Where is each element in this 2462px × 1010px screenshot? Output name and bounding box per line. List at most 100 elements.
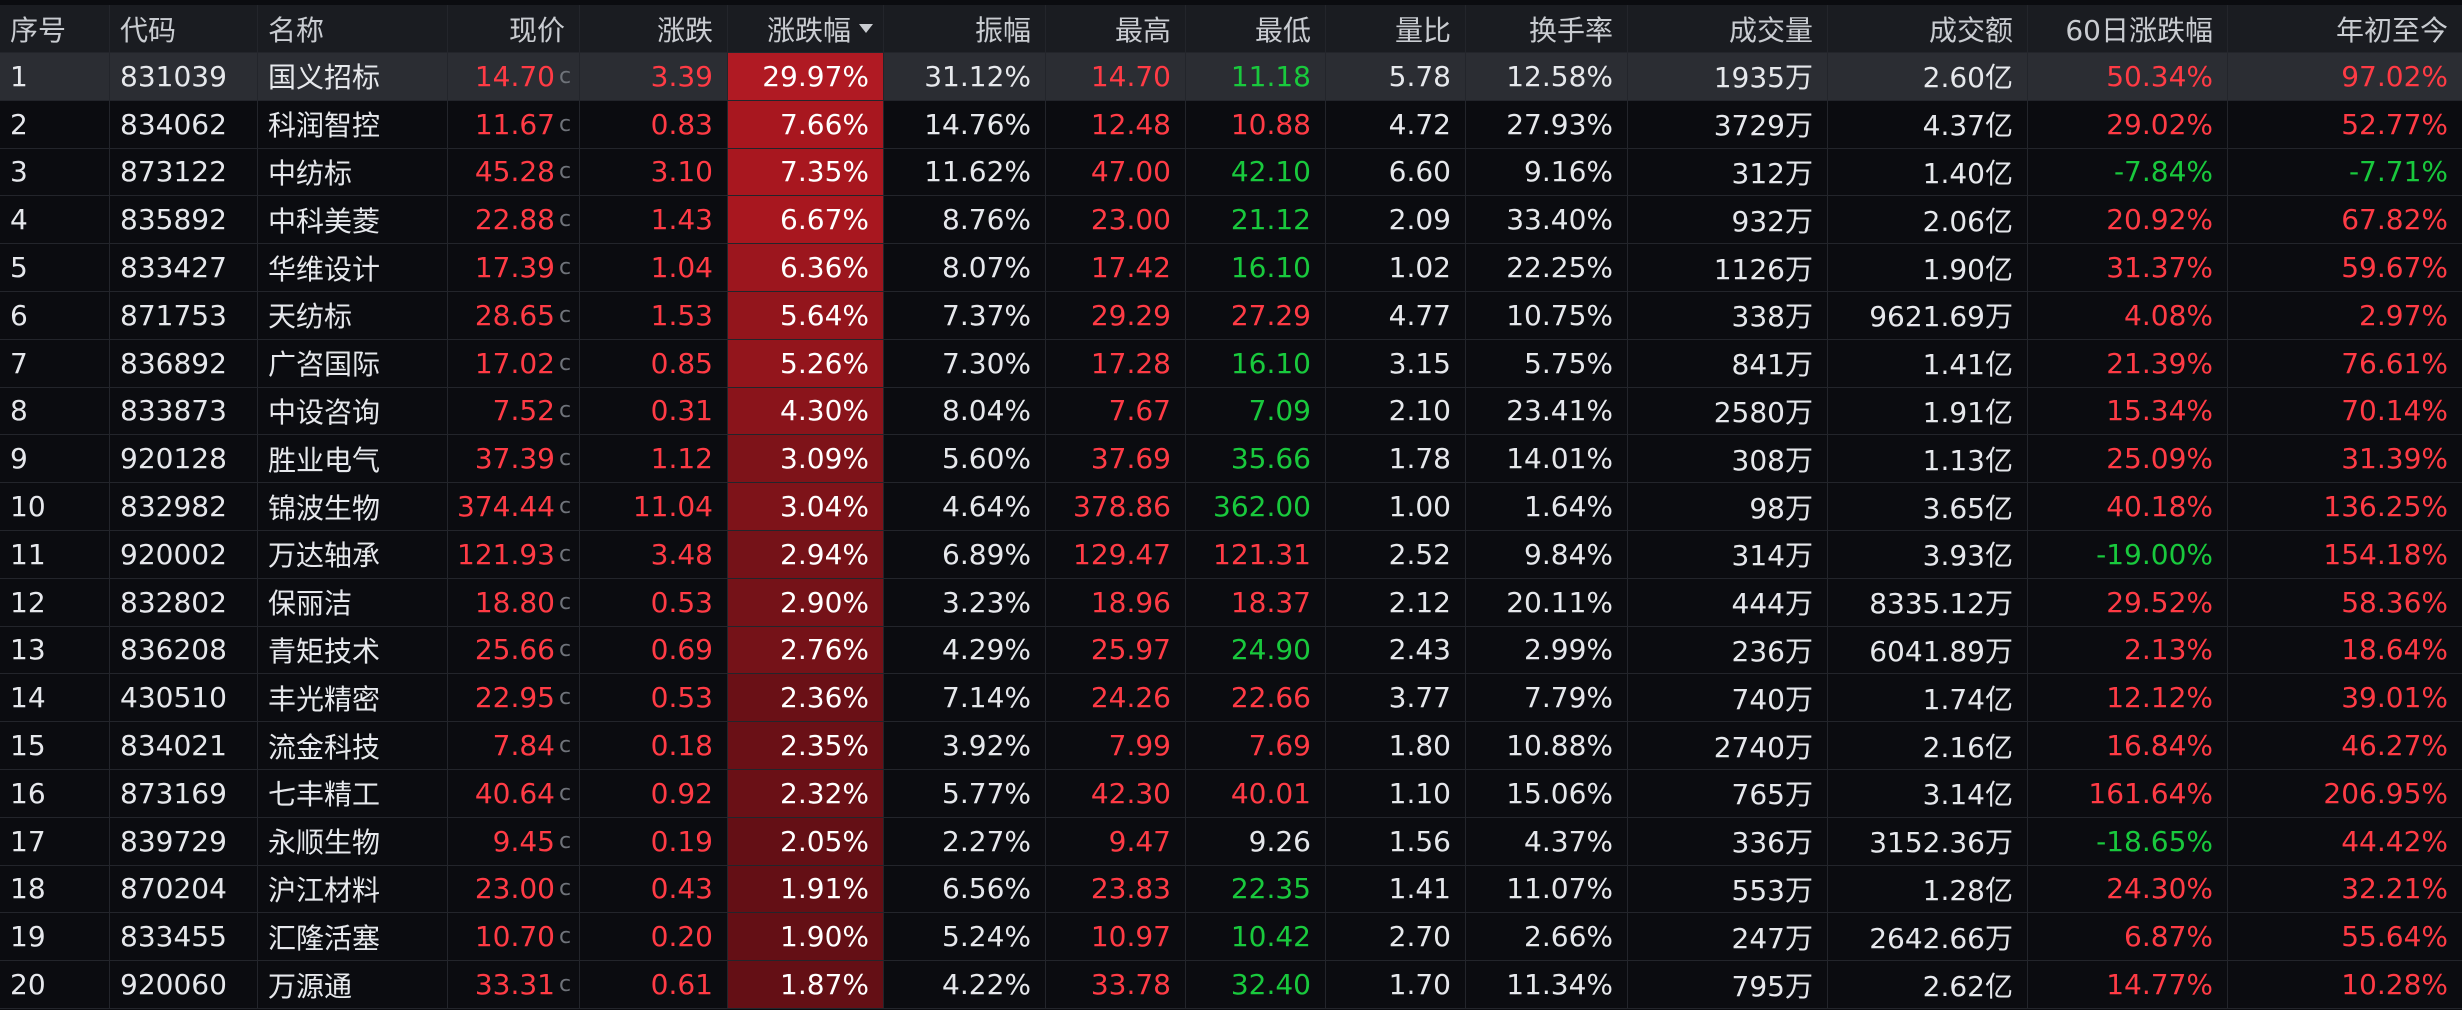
table-row[interactable]: 13 836208 青矩技术 25.66 c 0.69 2.76% 4.29% 25.97 24.…: [0, 626, 2462, 675]
table-row[interactable]: 14 430510 丰光精密 22.95 c 0.53 2.36% 7.14% 24.26 22.…: [0, 674, 2462, 723]
table-row[interactable]: 18 870204 沪江材料 23.00 c 0.43 1.91% 6.56% 23.83 22.…: [0, 865, 2462, 914]
table-row[interactable]: 15 834021 流金科技 7.84 c 0.18 2.35% 3.92% 7.99 7.69 1…: [0, 722, 2462, 770]
cell-turnover-value: 9.16%: [1524, 155, 1613, 189]
cell-low: 21.12: [1186, 196, 1326, 244]
cell-pct: 2.90%: [728, 578, 884, 626]
cell-pct-value: 5.64%: [780, 298, 869, 332]
col-header-seq[interactable]: 序号: [0, 5, 110, 52]
table-row[interactable]: 17 839729 永顺生物 9.45 c 0.19 2.05% 2.27% 9.47 9.26 1…: [0, 817, 2462, 866]
cell-pct: 2.35%: [728, 722, 884, 769]
cell-seq-value: 13: [10, 633, 46, 667]
cell-d60-value: -19.00%: [2096, 537, 2213, 571]
table-row[interactable]: 5 833427 华维设计 17.39 c 1.04 6.36% 8.07% 17.42 16.1…: [0, 244, 2462, 292]
col-header-amount[interactable]: 成交额: [1828, 5, 2028, 52]
cell-change-value: 0.43: [650, 872, 713, 906]
cell-volume-value: 740万: [1731, 682, 1813, 716]
table-row[interactable]: 7 836892 广咨国际 17.02 c 0.85 5.26% 7.30% 17.28 16.1…: [0, 339, 2462, 388]
table-row[interactable]: 20 920060 万源通 33.31 c 0.61 1.87% 4.22% 33.78 32.4…: [0, 961, 2462, 1009]
table-row[interactable]: 9 920128 胜业电气 37.39 c 1.12 3.09% 5.60% 37.69 35.6…: [0, 435, 2462, 484]
cell-amount-value: 3.93亿: [1922, 539, 2013, 573]
cell-turnover: 9.84%: [1466, 531, 1628, 578]
table-row[interactable]: 11 920002 万达轴承 121.93 c 3.48 2.94% 6.89% 129.47 1…: [0, 531, 2462, 579]
cell-change-value: 0.85: [650, 346, 713, 380]
col-header-high[interactable]: 最高: [1046, 5, 1186, 52]
cell-d60: 29.52%: [2028, 578, 2228, 626]
cell-high-value: 10.97: [1090, 920, 1171, 954]
table-row[interactable]: 8 833873 中设咨询 7.52 c 0.31 4.30% 8.04% 7.67 7.09 2.…: [0, 387, 2462, 436]
price-value: 18.80: [474, 585, 555, 619]
table-row[interactable]: 6 871753 天纺标 28.65 c 1.53 5.64% 7.37% 29.29 27.29…: [0, 292, 2462, 340]
cell-d60-value: 50.34%: [2106, 59, 2213, 93]
col-header-code[interactable]: 代码: [110, 5, 258, 52]
cell-d60: 161.64%: [2028, 770, 2228, 817]
cell-amp-value: 5.24%: [942, 920, 1031, 954]
col-header-ytd[interactable]: 年初至今: [2228, 5, 2462, 52]
price-status-marker: c: [559, 541, 572, 567]
window-top-edge: [0, 0, 2462, 5]
cell-d60-value: 15.34%: [2106, 394, 2213, 428]
cell-code-value: 834021: [120, 729, 227, 763]
col-header-d60[interactable]: 60日涨跌幅: [2028, 5, 2228, 52]
cell-pct-value: 1.90%: [780, 920, 869, 954]
cell-change: 0.92: [580, 770, 728, 817]
cell-pct-value: 7.35%: [780, 155, 869, 189]
col-header-pct[interactable]: 涨跌幅: [728, 5, 884, 52]
col-header-vr[interactable]: 量比: [1326, 5, 1466, 52]
cell-amount-value: 1.90亿: [1922, 252, 2013, 286]
price-status-marker: c: [559, 350, 572, 376]
col-header-volume[interactable]: 成交量: [1628, 5, 1828, 52]
cell-name-value: 锦波生物: [268, 491, 381, 525]
cell-vr-value: 1.70: [1388, 968, 1451, 1002]
cell-low-value: 32.40: [1230, 968, 1311, 1002]
cell-vr-value: 1.10: [1388, 776, 1451, 810]
cell-turnover-value: 20.11%: [1506, 585, 1613, 619]
cell-name-value: 中设咨询: [268, 395, 381, 429]
table-row[interactable]: 3 873122 中纺标 45.28 c 3.10 7.35% 11.62% 47.00 42.1…: [0, 148, 2462, 197]
table-row[interactable]: 12 832802 保丽洁 18.80 c 0.53 2.90% 3.23% 18.96 18.3…: [0, 578, 2462, 627]
cell-low: 22.66: [1186, 674, 1326, 722]
cell-low-value: 42.10: [1230, 155, 1311, 189]
cell-amount-value: 2.62亿: [1922, 969, 2013, 1003]
cell-seq: 11: [0, 531, 110, 578]
cell-name-value: 丰光精密: [268, 682, 381, 716]
cell-volume-value: 553万: [1731, 873, 1813, 907]
cell-d60-value: 29.02%: [2106, 107, 2213, 141]
cell-ytd: -7.71%: [2228, 149, 2462, 196]
col-header-name[interactable]: 名称: [258, 5, 448, 52]
cell-high-value: 23.83: [1090, 872, 1171, 906]
cell-low: 121.31: [1186, 531, 1326, 578]
cell-name-value: 国义招标: [268, 61, 381, 95]
cell-low: 16.10: [1186, 339, 1326, 387]
col-header-amp[interactable]: 振幅: [884, 5, 1046, 52]
cell-volume: 3729万: [1628, 100, 1828, 148]
table-row[interactable]: 16 873169 七丰精工 40.64 c 0.92 2.32% 5.77% 42.30 40.…: [0, 770, 2462, 818]
cell-turnover: 22.25%: [1466, 244, 1628, 291]
cell-code-value: 831039: [120, 59, 227, 93]
cell-seq: 15: [0, 722, 110, 769]
table-row[interactable]: 4 835892 中科美菱 22.88 c 1.43 6.67% 8.76% 23.00 21.1…: [0, 196, 2462, 245]
col-header-turnover[interactable]: 换手率: [1466, 5, 1628, 52]
cell-seq-value: 15: [10, 729, 46, 763]
cell-volume: 765万: [1628, 770, 1828, 817]
cell-change-value: 1.12: [650, 442, 713, 476]
col-header-low[interactable]: 最低: [1186, 5, 1326, 52]
col-header-price[interactable]: 现价: [448, 5, 580, 52]
cell-pct: 1.87%: [728, 961, 884, 1008]
cell-code-value: 870204: [120, 872, 227, 906]
cell-amount-value: 3152.36万: [1869, 826, 2013, 860]
cell-seq: 14: [0, 674, 110, 722]
col-header-vr-label: 量比: [1394, 13, 1451, 47]
price-value: 374.44: [457, 490, 555, 524]
cell-amount: 6041.89万: [1828, 626, 2028, 674]
col-header-change[interactable]: 涨跌: [580, 5, 728, 52]
table-row[interactable]: 1 831039 国义招标 14.70 c 3.39 29.97% 31.12% 14.70 11…: [0, 53, 2462, 101]
cell-change-value: 0.61: [650, 968, 713, 1002]
table-row[interactable]: 2 834062 科润智控 11.67 c 0.83 7.66% 14.76% 12.48 10.…: [0, 100, 2462, 149]
cell-pct-value: 2.32%: [780, 776, 869, 810]
table-row[interactable]: 10 832982 锦波生物 374.44 c 11.04 3.04% 4.64% 378.86…: [0, 483, 2462, 531]
cell-high: 17.42: [1046, 244, 1186, 291]
cell-name: 胜业电气: [258, 435, 448, 483]
table-row[interactable]: 19 833455 汇隆活塞 10.70 c 0.20 1.90% 5.24% 10.97 10.…: [0, 913, 2462, 962]
cell-d60-value: 4.08%: [2124, 298, 2213, 332]
cell-code-value: 839729: [120, 824, 227, 858]
